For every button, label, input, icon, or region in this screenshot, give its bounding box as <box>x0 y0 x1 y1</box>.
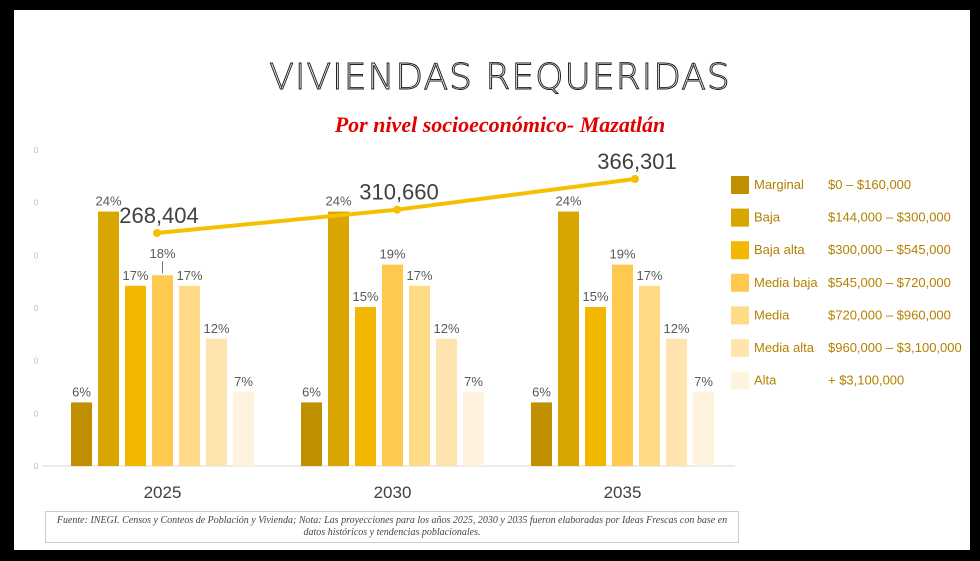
data-label: 12% <box>203 321 229 336</box>
slide <box>14 10 970 550</box>
legend-label: Marginal <box>754 177 804 192</box>
y-tick-label: 0 <box>34 409 39 418</box>
legend-label: Media baja <box>754 275 818 290</box>
totals-label: 268,404 <box>119 203 199 228</box>
legend-range: $720,000 – $960,000 <box>828 307 951 322</box>
x-tick-label: 2035 <box>604 483 642 502</box>
footnote: Fuente: INEGI. Censos y Conteos de Pobla… <box>45 511 739 543</box>
data-label: 18% <box>149 246 175 261</box>
data-label: 24% <box>95 194 121 209</box>
legend-range: $545,000 – $720,000 <box>828 275 951 290</box>
y-tick-label: 0 <box>34 462 39 471</box>
legend-label: Media alta <box>754 340 815 355</box>
legend-range: + $3,100,000 <box>828 373 904 388</box>
data-label: 17% <box>636 268 662 283</box>
bar-2035-alta <box>693 391 714 466</box>
legend-swatch <box>731 339 749 357</box>
data-label: 7% <box>464 374 483 389</box>
legend-label: Media <box>754 307 790 322</box>
data-label: 24% <box>325 194 351 209</box>
bar-2030-media <box>409 285 430 466</box>
bar-2035-baja-alta <box>585 307 606 466</box>
bar-2025-baja-alta <box>125 285 146 466</box>
data-label: 7% <box>694 374 713 389</box>
data-label: 17% <box>176 268 202 283</box>
bar-2035-media <box>639 285 660 466</box>
bar-2025-media <box>179 285 200 466</box>
bar-2030-baja-alta <box>355 307 376 466</box>
bar-2025-media-alta <box>206 338 227 466</box>
x-tick-label: 2025 <box>144 483 182 502</box>
data-label: 17% <box>406 268 432 283</box>
bar-2030-marginal <box>301 402 322 466</box>
bar-2025-baja <box>98 211 119 466</box>
bar-2025-media-baja <box>152 275 173 466</box>
legend-range: $300,000 – $545,000 <box>828 242 951 257</box>
totals-point <box>153 229 161 237</box>
bar-2035-media-baja <box>612 264 633 466</box>
y-tick-label: 0 <box>34 304 39 313</box>
bar-2030-media-alta <box>436 338 457 466</box>
totals-label: 310,660 <box>359 180 439 205</box>
chart-subtitle: Por nivel socioeconómico- Mazatlán <box>334 112 666 137</box>
x-tick-label: 2030 <box>374 483 412 502</box>
data-label: 19% <box>379 247 405 262</box>
data-label: 6% <box>302 384 321 399</box>
legend-swatch <box>731 306 749 325</box>
data-label: 6% <box>72 384 91 399</box>
legend-range: $960,000 – $3,100,000 <box>828 340 962 355</box>
legend-swatch <box>731 371 749 390</box>
bar-2025-marginal <box>71 402 92 466</box>
legend-swatch <box>731 176 749 194</box>
legend-range: $0 – $160,000 <box>828 177 911 192</box>
legend-range: $144,000 – $300,000 <box>828 210 951 225</box>
data-label: 24% <box>555 194 581 209</box>
totals-label: 366,301 <box>597 149 677 174</box>
legend-label: Alta <box>754 373 777 388</box>
bar-2030-media-baja <box>382 264 403 466</box>
legend-swatch <box>731 241 749 260</box>
chart-title: VIVIENDAS REQUERIDAS <box>269 57 731 98</box>
bar-2025-alta <box>233 391 254 466</box>
bar-2035-baja <box>558 211 579 466</box>
y-tick-label: 0 <box>34 146 39 155</box>
legend-label: Baja alta <box>754 242 805 257</box>
legend-swatch <box>731 208 749 227</box>
data-label: 6% <box>532 384 551 399</box>
y-tick-label: 0 <box>34 199 39 208</box>
data-label: 15% <box>582 289 608 304</box>
y-tick-label: 0 <box>34 357 39 366</box>
data-label: 12% <box>663 321 689 336</box>
data-label: 15% <box>352 289 378 304</box>
y-tick-label: 0 <box>34 251 39 260</box>
bar-2035-media-alta <box>666 338 687 466</box>
data-label: 7% <box>234 374 253 389</box>
data-label: 17% <box>122 268 148 283</box>
bar-2030-baja <box>328 211 349 466</box>
data-label: 19% <box>609 247 635 262</box>
totals-point <box>393 205 401 214</box>
data-label: 12% <box>433 321 459 336</box>
legend-swatch <box>731 273 749 292</box>
legend-label: Baja <box>754 210 781 225</box>
bar-2035-marginal <box>531 402 552 466</box>
bar-2030-alta <box>463 391 484 466</box>
totals-point <box>631 175 639 183</box>
